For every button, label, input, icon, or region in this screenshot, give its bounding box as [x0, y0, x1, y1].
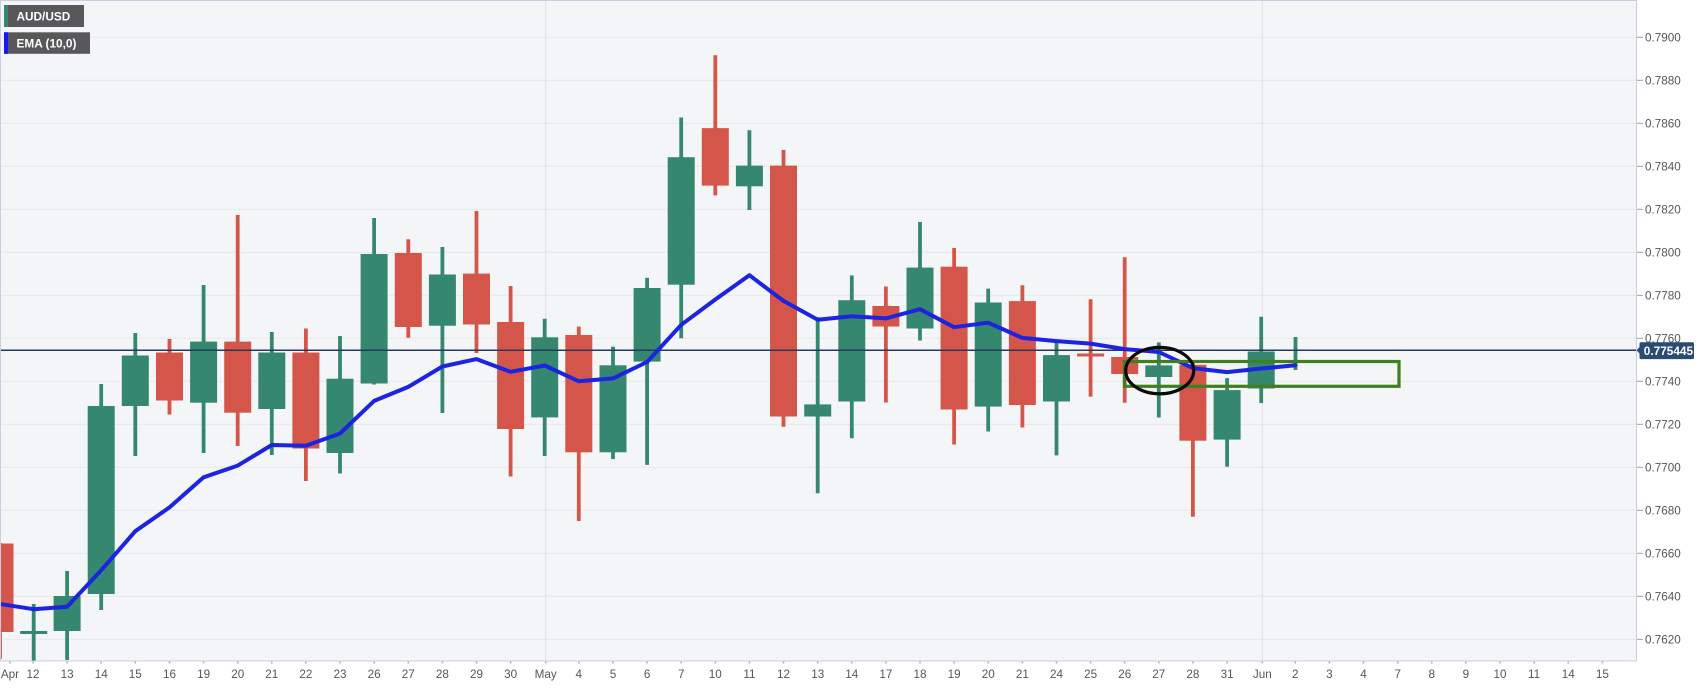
- svg-text:EMA (10,0): EMA (10,0): [17, 36, 77, 50]
- svg-text:27: 27: [1152, 668, 1165, 681]
- svg-text:30: 30: [504, 668, 518, 681]
- svg-text:29: 29: [470, 668, 483, 681]
- svg-text:Apr: Apr: [1, 668, 19, 681]
- svg-text:16: 16: [163, 668, 176, 681]
- svg-text:31: 31: [1221, 668, 1234, 681]
- svg-text:0.7620: 0.7620: [1645, 634, 1681, 647]
- svg-text:0.7820: 0.7820: [1645, 204, 1681, 217]
- svg-text:0.7840: 0.7840: [1645, 161, 1681, 174]
- svg-text:0.7680: 0.7680: [1645, 505, 1681, 518]
- svg-text:0.7900: 0.7900: [1645, 32, 1681, 45]
- svg-text:Jun: Jun: [1253, 668, 1272, 681]
- svg-text:2: 2: [1292, 668, 1299, 681]
- svg-text:7: 7: [1394, 668, 1401, 681]
- svg-text:0.775445: 0.775445: [1644, 344, 1694, 358]
- svg-text:22: 22: [299, 668, 312, 681]
- svg-text:15: 15: [1596, 668, 1610, 681]
- svg-text:0.7780: 0.7780: [1645, 290, 1681, 303]
- svg-text:10: 10: [1493, 668, 1507, 681]
- svg-text:14: 14: [845, 668, 859, 681]
- svg-text:18: 18: [913, 668, 926, 681]
- svg-text:7: 7: [678, 668, 685, 681]
- svg-text:0.7740: 0.7740: [1645, 376, 1681, 389]
- svg-text:21: 21: [1016, 668, 1029, 681]
- svg-text:11: 11: [1528, 668, 1540, 681]
- svg-text:12: 12: [777, 668, 790, 681]
- svg-text:4: 4: [1360, 668, 1367, 681]
- svg-text:10: 10: [709, 668, 723, 681]
- svg-text:0.7860: 0.7860: [1645, 118, 1681, 131]
- svg-text:9: 9: [1463, 668, 1470, 681]
- svg-text:19: 19: [197, 668, 210, 681]
- svg-text:20: 20: [982, 668, 996, 681]
- svg-text:11: 11: [743, 668, 755, 681]
- svg-text:26: 26: [1118, 668, 1131, 681]
- svg-text:25: 25: [1084, 668, 1098, 681]
- svg-text:0.7720: 0.7720: [1645, 419, 1681, 432]
- svg-text:12: 12: [26, 668, 39, 681]
- svg-text:6: 6: [644, 668, 651, 681]
- svg-text:26: 26: [368, 668, 381, 681]
- svg-text:3: 3: [1326, 668, 1333, 681]
- svg-text:4: 4: [576, 668, 583, 681]
- svg-text:14: 14: [1562, 668, 1576, 681]
- svg-text:14: 14: [95, 668, 109, 681]
- svg-text:0.7660: 0.7660: [1645, 548, 1681, 561]
- svg-text:13: 13: [61, 668, 74, 681]
- svg-text:8: 8: [1429, 668, 1436, 681]
- svg-text:19: 19: [948, 668, 961, 681]
- svg-text:28: 28: [1186, 668, 1199, 681]
- svg-text:0.7700: 0.7700: [1645, 462, 1681, 475]
- svg-text:20: 20: [231, 668, 245, 681]
- svg-text:15: 15: [129, 668, 143, 681]
- svg-text:0.7800: 0.7800: [1645, 247, 1681, 260]
- svg-text:23: 23: [333, 668, 346, 681]
- svg-text:21: 21: [265, 668, 278, 681]
- svg-text:17: 17: [879, 668, 892, 681]
- svg-text:28: 28: [436, 668, 449, 681]
- svg-text:0.7880: 0.7880: [1645, 75, 1681, 88]
- svg-text:24: 24: [1050, 668, 1064, 681]
- svg-text:AUD/USD: AUD/USD: [17, 9, 71, 23]
- svg-text:5: 5: [610, 668, 617, 681]
- svg-text:13: 13: [811, 668, 824, 681]
- svg-text:May: May: [535, 668, 557, 681]
- svg-text:0.7640: 0.7640: [1645, 591, 1681, 604]
- svg-text:27: 27: [402, 668, 415, 681]
